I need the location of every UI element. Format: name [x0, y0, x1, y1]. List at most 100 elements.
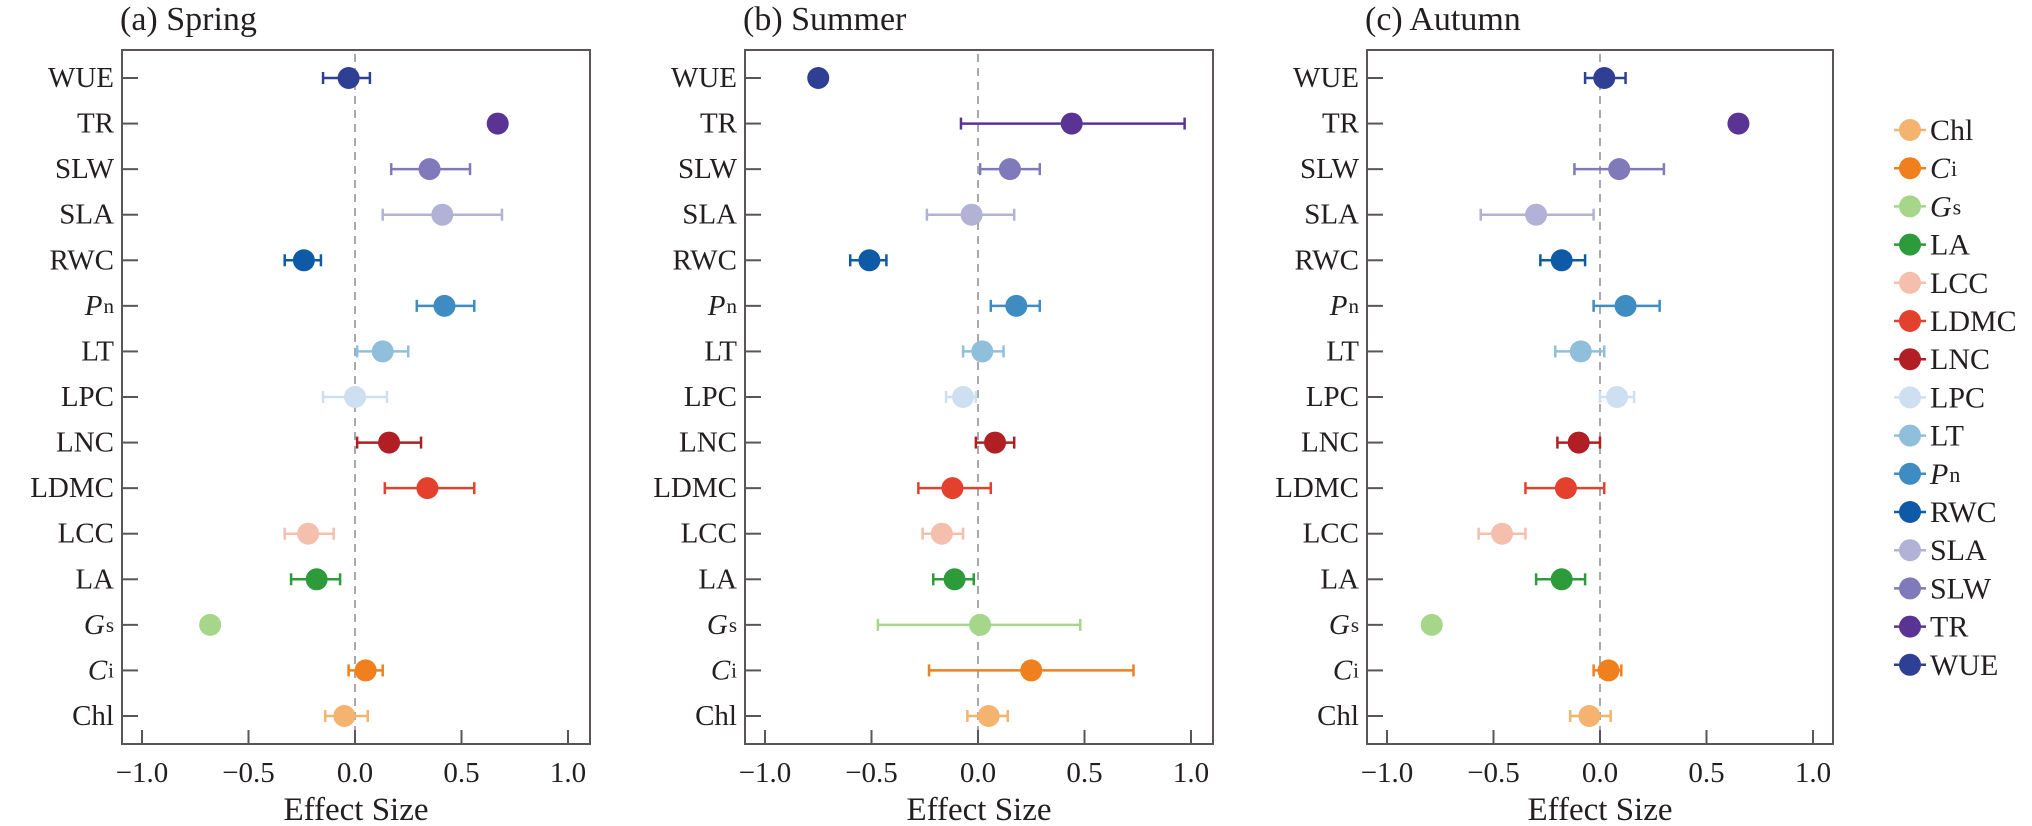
effect-marker: [333, 705, 356, 727]
y-tick-label-main: SLW: [1300, 153, 1360, 185]
y-tick-label: SLW: [1300, 153, 1360, 185]
effect-marker: [1550, 568, 1573, 591]
data-point-rwc: [283, 249, 323, 272]
y-tick-label: LA: [75, 563, 114, 595]
legend-marker: [1899, 615, 1921, 638]
effect-marker: [807, 67, 830, 89]
legend-marker: [1899, 119, 1921, 141]
effect-marker: [354, 659, 377, 682]
legend-label-main: LPC: [1930, 381, 1985, 414]
y-tick-label: SLA: [1304, 199, 1359, 231]
data-point-sla: [925, 203, 1016, 226]
y-tick-label-sub: i: [1353, 658, 1359, 682]
data-point-gs: [199, 613, 222, 636]
x-tick-label: −1.0: [116, 757, 169, 789]
legend-label: Chl: [1930, 114, 1973, 147]
y-tick-label-main: LCC: [681, 518, 737, 550]
effect-marker: [337, 67, 360, 89]
x-tick-label: −1.0: [1361, 757, 1414, 789]
legend-label-sub: n: [1949, 461, 1960, 486]
y-tick-label-main: LCC: [1303, 518, 1359, 550]
effect-marker: [1567, 431, 1590, 454]
effect-marker: [1614, 294, 1637, 317]
effect-marker: [858, 249, 881, 272]
data-point-lcc: [921, 522, 965, 545]
y-tick-label-main: WUE: [48, 62, 114, 94]
effect-marker: [199, 613, 222, 636]
y-tick-label: Gs: [84, 609, 114, 641]
y-tick-label-main: WUE: [671, 62, 737, 94]
data-point-wue: [807, 67, 830, 89]
effect-marker: [431, 203, 454, 226]
data-point-sla: [1479, 203, 1595, 226]
y-tick-label: LNC: [1301, 427, 1359, 459]
y-tick-label: LCC: [58, 518, 114, 550]
y-tick-label-main: TR: [700, 108, 738, 140]
effect-marker: [1569, 340, 1592, 363]
legend-label-main: C: [1930, 152, 1951, 185]
data-point-lnc: [974, 431, 1016, 454]
legend-marker: [1899, 653, 1921, 676]
y-tick-label-main: SLW: [55, 153, 115, 185]
y-tick-label: Pn: [1329, 290, 1360, 322]
x-tick-label: 1.0: [550, 757, 586, 789]
y-tick-label-main: SLA: [1304, 199, 1359, 231]
legend-label: Pn: [1929, 457, 1960, 490]
y-tick-label-main: Chl: [1317, 700, 1359, 732]
y-tick-label: TR: [77, 108, 115, 140]
data-point-tr: [486, 112, 509, 135]
data-point-la: [289, 568, 342, 591]
y-tick-label: TR: [700, 108, 738, 140]
legend-label: LT: [1930, 419, 1964, 452]
legend-marker: [1899, 157, 1921, 180]
y-tick-label-main: LPC: [684, 381, 737, 413]
legend-label: Gs: [1930, 190, 1961, 223]
y-tick-label-sub: s: [106, 613, 114, 637]
y-tick-label: LA: [1320, 563, 1359, 595]
y-tick-label-main: Chl: [72, 700, 114, 732]
y-tick-label-main: P: [1329, 290, 1348, 322]
data-point-chl: [966, 705, 1010, 727]
panel-autumn: (c) Autumn −1.0 −0.5 0.0 0.5 1.0 Effect Size WU…: [1275, 1, 1834, 826]
y-tick-label-main: G: [1329, 609, 1350, 641]
legend-entry-sla: SLA: [1894, 534, 1987, 567]
effect-marker: [1606, 386, 1629, 408]
y-tick-label: LNC: [679, 427, 737, 459]
y-tick-label: Gs: [1329, 609, 1359, 641]
effect-marker: [486, 112, 509, 135]
legend-label: LNC: [1930, 343, 1990, 376]
effect-marker: [1420, 613, 1443, 636]
effect-marker: [292, 249, 315, 272]
y-tick-label: LPC: [1306, 381, 1359, 413]
data-point-wue: [321, 67, 372, 89]
y-tick-label: LT: [1326, 335, 1359, 367]
effect-marker: [1578, 705, 1601, 727]
panel-title: (b) Summer: [743, 1, 907, 38]
effect-marker: [943, 568, 966, 591]
effect-marker: [930, 522, 953, 545]
effect-marker: [1550, 249, 1573, 272]
legend-label-main: WUE: [1930, 648, 1998, 681]
y-tick-label: LNC: [56, 427, 114, 459]
legend-entry-slw: SLW: [1894, 572, 1992, 605]
data-point-lt: [1554, 340, 1606, 363]
y-tick-label-main: LT: [704, 335, 737, 367]
legend-marker: [1899, 233, 1921, 256]
legend-label-main: LNC: [1930, 343, 1990, 376]
y-tick-label-sub: s: [729, 613, 737, 637]
effect-marker: [1597, 659, 1620, 682]
y-tick-label-sub: n: [1349, 294, 1360, 318]
effect-marker: [971, 340, 994, 363]
effect-marker: [1525, 203, 1548, 226]
effect-marker: [418, 158, 441, 181]
data-point-lnc: [1556, 431, 1602, 454]
y-tick-label-main: C: [711, 654, 731, 686]
x-axis-label: Effect Size: [906, 792, 1051, 826]
legend-label: LDMC: [1930, 305, 2017, 338]
y-tick-label-sub: i: [731, 658, 737, 682]
y-tick-label-main: C: [88, 654, 108, 686]
effect-marker: [1608, 158, 1631, 181]
y-tick-label-main: LDMC: [30, 472, 114, 504]
y-tick-label-main: LPC: [61, 381, 114, 413]
